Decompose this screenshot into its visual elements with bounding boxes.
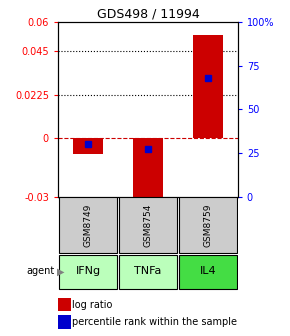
Bar bbox=[179, 255, 237, 289]
Bar bbox=[193, 35, 223, 138]
Text: IL4: IL4 bbox=[200, 266, 216, 277]
Bar bbox=[58, 315, 71, 329]
Bar bbox=[133, 138, 163, 204]
Bar bbox=[73, 138, 103, 154]
Bar bbox=[58, 298, 71, 311]
Bar bbox=[119, 197, 177, 253]
Text: agent: agent bbox=[27, 266, 55, 277]
Text: GSM8754: GSM8754 bbox=[143, 203, 153, 247]
Text: percentile rank within the sample: percentile rank within the sample bbox=[72, 317, 238, 327]
Text: TNFa: TNFa bbox=[134, 266, 162, 277]
Text: log ratio: log ratio bbox=[72, 300, 113, 310]
Title: GDS498 / 11994: GDS498 / 11994 bbox=[97, 8, 199, 21]
Text: GSM8749: GSM8749 bbox=[84, 203, 93, 247]
Text: IFNg: IFNg bbox=[75, 266, 101, 277]
Bar bbox=[179, 197, 237, 253]
Bar bbox=[119, 255, 177, 289]
Bar bbox=[59, 255, 117, 289]
Text: ▶: ▶ bbox=[57, 266, 64, 277]
Text: GSM8759: GSM8759 bbox=[203, 203, 212, 247]
Bar bbox=[59, 197, 117, 253]
